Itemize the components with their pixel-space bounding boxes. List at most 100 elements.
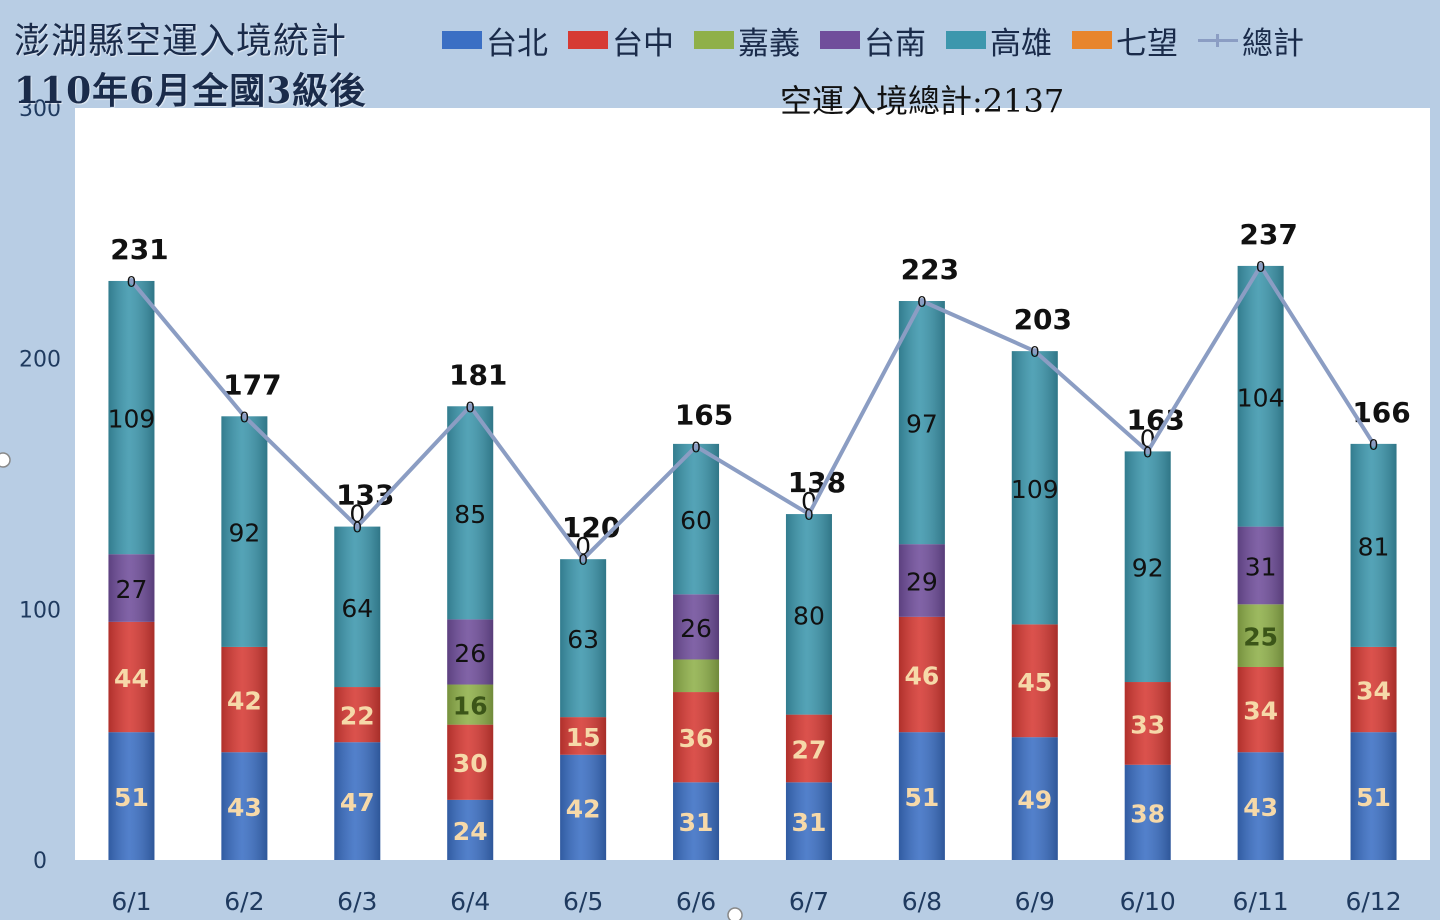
total-point-label: 0 <box>691 438 701 456</box>
bar-segment-shading <box>221 416 268 647</box>
total-point <box>693 443 700 450</box>
x-tick-label: 6/1 <box>111 887 151 916</box>
bar-stack: 51 44 0 27 109 231 <box>108 233 169 860</box>
bar-segment-shading <box>1237 752 1284 860</box>
bar-segment-shading <box>108 621 155 733</box>
total-label: 237 <box>1239 218 1297 251</box>
legend-line-marker <box>1198 31 1238 49</box>
data-label: 46 <box>904 662 939 691</box>
total-point <box>241 413 248 420</box>
total-label: 177 <box>223 368 281 401</box>
bar-stack: 38330920163 <box>1124 403 1185 860</box>
legend-item-qiwang: 七望 <box>1072 18 1178 63</box>
bar-segment-shading <box>1124 682 1171 765</box>
data-label: 92 <box>1132 554 1164 583</box>
bar-segment-shading <box>1124 451 1171 683</box>
data-label: 27 <box>792 735 827 764</box>
data-label: 92 <box>228 519 260 548</box>
data-label: 47 <box>340 788 375 817</box>
legend-item-kaohsiung: 高雄 <box>946 18 1052 63</box>
data-label: 97 <box>906 410 938 439</box>
total-caption: 空運入境總計:2137 <box>780 82 1065 120</box>
data-label: 80 <box>793 601 825 630</box>
total-label: 203 <box>1014 303 1072 336</box>
total-point-label: 0 <box>240 408 250 426</box>
total-point-label: 0 <box>1143 443 1153 461</box>
resize-handle-left[interactable] <box>0 452 11 468</box>
data-label: 51 <box>1356 783 1391 812</box>
bar-segment-shading <box>108 554 155 622</box>
total-label: 223 <box>901 253 959 286</box>
y-axis: 0 100 200 300 <box>19 97 61 874</box>
total-point <box>580 556 587 563</box>
data-label: 109 <box>108 405 156 434</box>
bar-stack: 31 36 26 60 165 <box>673 398 733 860</box>
legend-item-total: 總計 <box>1198 18 1304 63</box>
bar-stack: 51 46 29 97 223 <box>898 253 959 860</box>
bar-segment-shading <box>108 280 155 555</box>
y-tick-label: 300 <box>19 97 61 122</box>
bar-segment-shading <box>898 616 945 733</box>
bar-segment-shading <box>1237 604 1284 667</box>
bar-stack: 43 34 25 31 104 237 <box>1237 218 1298 860</box>
data-label: 109 <box>1011 475 1059 504</box>
total-point-label: 0 <box>804 506 814 524</box>
data-label: 85 <box>454 500 486 529</box>
total-point <box>467 403 474 410</box>
bar-segment-shading <box>673 594 720 660</box>
legend-label: 嘉義 <box>738 25 800 62</box>
legend-item-taichung: 台中 <box>568 18 674 63</box>
legend-swatch <box>694 31 734 49</box>
total-point-label: 0 <box>917 293 927 311</box>
bar-stack: 49 45 0 109 203 <box>1011 303 1072 860</box>
total-point <box>354 523 361 530</box>
legend-label: 台南 <box>864 25 926 62</box>
total-point <box>1370 440 1377 447</box>
resize-handle-bottom[interactable] <box>727 907 743 920</box>
bar-segment-shading <box>785 714 832 783</box>
x-tick-label: 6/4 <box>450 887 490 916</box>
total-line: 0 0 0 0 0 0 0 0 0 0 0 0 <box>127 258 1379 569</box>
data-label: 34 <box>1243 697 1278 726</box>
total-point-label: 0 <box>1256 258 1266 276</box>
x-tick-label: 6/6 <box>676 887 716 916</box>
bar-segment-shading <box>1124 764 1171 860</box>
total-point-label: 0 <box>1030 343 1040 361</box>
data-label: 30 <box>453 749 488 778</box>
bar-segment-shading <box>221 752 268 860</box>
bar-segment-shading <box>447 724 494 800</box>
x-tick-label: 6/7 <box>789 887 829 916</box>
total-point-label: 0 <box>465 398 475 416</box>
data-label: 43 <box>1243 793 1278 822</box>
data-label: 43 <box>227 793 262 822</box>
data-label: 26 <box>454 639 486 668</box>
chart-subtitle: 110年6月全國3級後 <box>14 70 367 112</box>
bar-stack: 31 27 80 0 138 <box>785 466 846 860</box>
total-point-label: 0 <box>127 273 137 291</box>
bar-segment-shading <box>673 692 720 783</box>
total-point <box>805 511 812 518</box>
bar-segment-shading <box>447 684 494 725</box>
bar-segment-shading <box>898 301 945 545</box>
total-series-line <box>129 263 1376 562</box>
bar-segment-shading <box>334 687 381 743</box>
bar-stack: 43 42 0 92 177 <box>221 368 282 860</box>
data-label: 44 <box>114 664 149 693</box>
bar-segment-shading <box>1011 737 1058 860</box>
bar-segment-shading <box>785 514 832 715</box>
legend-swatch <box>568 31 608 49</box>
bar-segment-shading <box>1011 351 1058 625</box>
data-label: 64 <box>341 594 373 623</box>
data-label: 81 <box>1358 532 1390 561</box>
legend-label: 台北 <box>486 25 548 62</box>
bar-segment-shading <box>560 754 607 860</box>
data-label: 36 <box>679 724 714 753</box>
bars: 5144027109231434209217747226401332430162… <box>108 218 1411 860</box>
data-label: 51 <box>114 783 149 812</box>
bar-segment-shading <box>221 646 268 753</box>
data-label: 31 <box>1245 552 1277 581</box>
total-point <box>1144 448 1151 455</box>
data-label: 51 <box>904 783 939 812</box>
